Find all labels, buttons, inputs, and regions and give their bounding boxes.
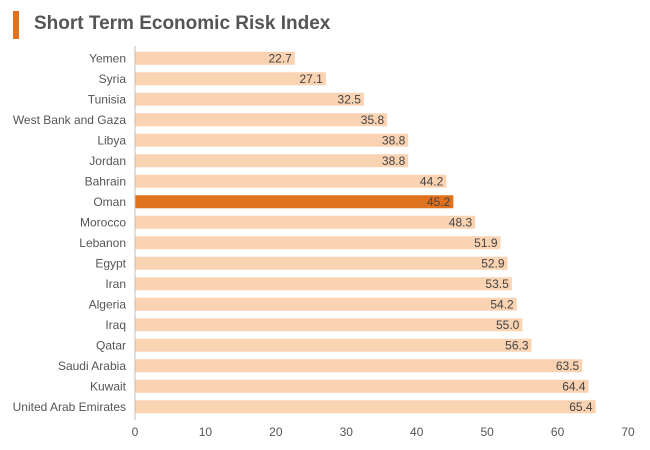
chart-title: Short Term Economic Risk Index: [34, 13, 331, 34]
bar: [135, 195, 454, 209]
value-label: 27.1: [300, 72, 324, 86]
category-label: West Bank and Gaza: [13, 113, 127, 127]
category-label: Iran: [105, 277, 126, 291]
value-label: 65.4: [569, 400, 593, 414]
x-tick-label: 60: [551, 425, 565, 439]
category-label: Lebanon: [79, 236, 126, 250]
category-label: Iraq: [105, 318, 126, 332]
x-tick-label: 20: [269, 425, 283, 439]
value-label: 54.2: [490, 297, 514, 311]
category-label: United Arab Emirates: [13, 400, 126, 414]
value-label: 32.5: [338, 92, 362, 106]
bar: [135, 92, 364, 106]
value-label: 38.8: [382, 154, 406, 168]
bar: [135, 174, 447, 188]
category-label: Oman: [93, 195, 126, 209]
title-accent-bar: [13, 11, 19, 39]
bar: [135, 338, 532, 352]
value-label: 55.0: [496, 318, 520, 332]
value-label: 63.5: [556, 359, 580, 373]
value-label: 38.8: [382, 133, 406, 147]
value-label: 53.5: [485, 277, 509, 291]
value-label: 22.7: [269, 51, 293, 65]
bar: [135, 51, 295, 65]
bar: [135, 256, 508, 270]
value-label: 48.3: [449, 215, 473, 229]
bar: [135, 236, 501, 250]
category-label: Morocco: [80, 215, 126, 229]
value-label: 64.4: [562, 379, 586, 393]
value-label: 35.8: [361, 113, 385, 127]
category-label: Jordan: [89, 154, 126, 168]
x-tick-label: 70: [621, 425, 635, 439]
bar: [135, 318, 523, 332]
category-label: Egypt: [95, 256, 126, 270]
bar: [135, 359, 583, 373]
x-tick-label: 0: [132, 425, 139, 439]
value-label: 45.2: [427, 195, 451, 209]
category-label: Tunisia: [88, 92, 127, 106]
bar: [135, 72, 326, 86]
bar: [135, 133, 409, 147]
bar: [135, 379, 589, 393]
category-label: Yemen: [89, 51, 126, 65]
bar: [135, 215, 476, 229]
bar: [135, 277, 512, 291]
category-label: Algeria: [89, 297, 127, 311]
value-label: 51.9: [474, 236, 498, 250]
category-label: Kuwait: [90, 379, 127, 393]
category-label: Bahrain: [85, 174, 126, 188]
x-tick-label: 10: [199, 425, 213, 439]
value-label: 52.9: [481, 256, 505, 270]
category-label: Libya: [97, 133, 126, 147]
value-label: 56.3: [505, 338, 529, 352]
bar: [135, 297, 517, 311]
x-tick-label: 30: [340, 425, 354, 439]
bar: [135, 154, 409, 168]
category-label: Syria: [99, 72, 127, 86]
category-label: Saudi Arabia: [58, 359, 126, 373]
category-label: Qatar: [96, 338, 126, 352]
x-tick-label: 50: [480, 425, 494, 439]
value-label: 44.2: [420, 174, 444, 188]
bar: [135, 400, 596, 414]
bar: [135, 113, 388, 127]
x-tick-label: 40: [410, 425, 424, 439]
